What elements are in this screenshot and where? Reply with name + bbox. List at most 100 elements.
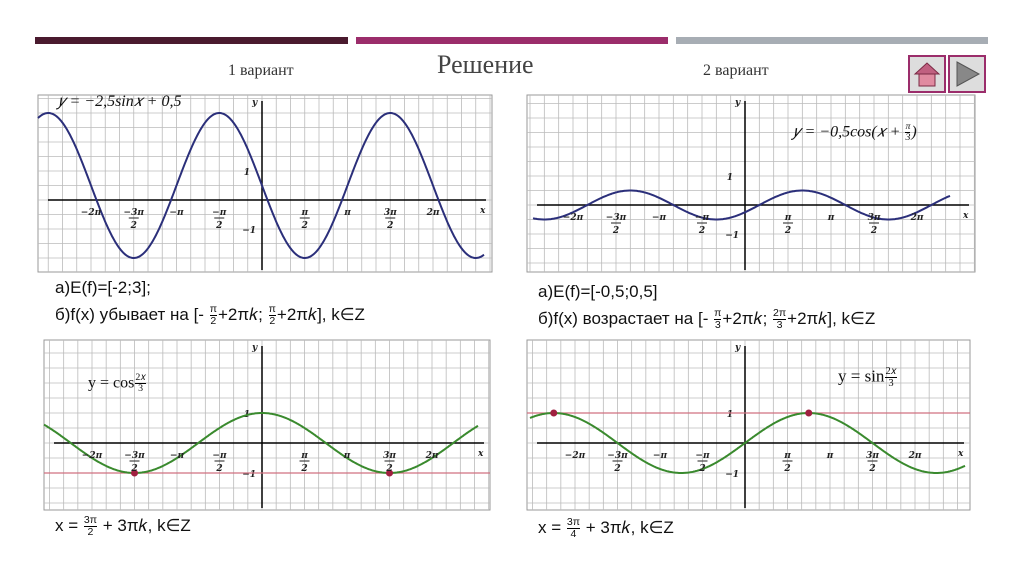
fraction: 2π 3: [773, 307, 787, 332]
numerator: 2π: [773, 307, 787, 321]
denominator: 3: [888, 378, 894, 390]
text: а)E(f)=[-0,5;0,5]: [538, 282, 658, 301]
numerator: π: [268, 303, 276, 317]
x-tick-label: −π: [695, 451, 710, 461]
formula: y = cos 2𝑥 3: [88, 372, 147, 395]
fraction: 3π 2: [83, 514, 97, 539]
answer: б)f(x) возрастает на [- π 3 +2π𝑘; 2π 3 +2π𝑘]…: [538, 307, 876, 332]
denominator: 2: [210, 315, 217, 328]
x-tick-label: 2: [612, 226, 619, 236]
x-tick-label: π: [783, 451, 791, 461]
text: x =: [55, 516, 83, 536]
x-tick-label: π: [827, 213, 835, 223]
text: ): [911, 123, 917, 141]
y-tick-label: 1: [727, 410, 733, 420]
bar: [35, 37, 348, 44]
x-tick-label: 2π: [425, 451, 439, 461]
x-tick-label: 3π: [383, 451, 396, 461]
x-tick-label: −3π: [124, 208, 145, 218]
numerator: 3π: [83, 514, 97, 528]
intersection-point: [805, 409, 813, 417]
x-tick-label: 2: [215, 221, 222, 231]
text: y = cos: [88, 374, 135, 392]
next-button[interactable]: [948, 55, 986, 93]
axis-label: x: [957, 449, 964, 459]
numerator: π: [905, 121, 911, 134]
x-tick-label: 2π: [426, 208, 440, 218]
fraction: 2𝑥 3: [885, 366, 897, 390]
x-tick-label: 2π: [908, 451, 922, 461]
home-button[interactable]: [908, 55, 946, 93]
bar: [676, 37, 988, 44]
x-tick-label: π: [826, 451, 834, 461]
next-icon: [956, 61, 981, 87]
x-tick-label: 2: [130, 221, 137, 231]
answer: а)E(f)=[-2;3];: [55, 278, 151, 298]
curve: [43, 412, 479, 474]
y-tick-label: 1: [727, 173, 733, 183]
x-tick-label: 2: [130, 464, 137, 474]
variant: 1 вариант: [228, 62, 294, 79]
numerator: π: [714, 307, 722, 321]
x-tick-label: 2: [613, 464, 620, 474]
denominator: 3: [905, 132, 911, 144]
x-tick-label: −3π: [606, 213, 627, 223]
denominator: 3: [776, 319, 783, 332]
numerator: 2𝑥: [885, 366, 897, 379]
x-tick-label: π: [343, 208, 351, 218]
text: 𝑦 = −2,5sin𝑥 + 0,5: [58, 93, 182, 110]
x-tick-label: −2π: [563, 213, 584, 223]
bar: [356, 37, 668, 44]
denominator: 3: [138, 383, 144, 395]
y-tick-label: −1: [242, 226, 256, 236]
x-tick-label: 2: [385, 464, 392, 474]
x-tick-label: 3π: [384, 208, 397, 218]
x-tick-label: 2: [784, 226, 791, 236]
graph-frame: [37, 94, 493, 273]
answer: x = 3π 4 + 3π𝑘, k∈Z: [538, 516, 674, 541]
x-tick-label: −π: [653, 451, 668, 461]
x-tick-label: −2π: [565, 451, 586, 461]
text: 𝑦 = −0,5cos(𝑥 +: [793, 123, 905, 141]
text: +2π𝑘;: [217, 305, 268, 325]
x-tick-label: 3π: [866, 451, 879, 461]
denominator: 2: [269, 315, 276, 328]
x-tick-label: −π: [652, 213, 667, 223]
variant: 2 вариант: [703, 62, 769, 79]
text: б)f(x) убывает на [-: [55, 305, 209, 325]
text: + 3π𝑘, k∈Z: [581, 518, 674, 538]
text: а)E(f)=[-2;3];: [55, 278, 151, 297]
axis-label: x: [962, 211, 969, 221]
text: x =: [538, 518, 566, 538]
curve: [529, 412, 966, 474]
numerator: π: [209, 303, 217, 317]
text: + 3π𝑘, k∈Z: [98, 516, 191, 536]
numerator: 2𝑥: [135, 372, 146, 385]
x-tick-label: −2π: [82, 451, 103, 461]
denominator: 4: [570, 528, 577, 541]
answer: x = 3π 2 + 3π𝑘, k∈Z: [55, 514, 191, 539]
text: +2π𝑘], k∈Z: [276, 305, 365, 325]
curve: [37, 112, 485, 259]
x-tick-label: 2: [215, 464, 222, 474]
x-tick-label: 2: [386, 221, 393, 231]
x-tick-label: 2: [698, 464, 705, 474]
axis-label: x: [479, 206, 486, 216]
denominator: 2: [87, 526, 94, 539]
y-tick-label: 1: [244, 168, 250, 178]
denominator: 3: [714, 319, 721, 332]
answer: а)E(f)=[-0,5;0,5]: [538, 282, 658, 302]
home-icon: [913, 62, 941, 87]
x-tick-label: 3π: [868, 213, 881, 223]
text: y = sin: [838, 366, 885, 386]
answer: б)f(x) убывает на [- π 2 +2π𝑘; π 2 +2π𝑘], k∈…: [55, 303, 365, 328]
text: +2π𝑘], k∈Z: [787, 309, 876, 329]
x-tick-label: π: [300, 208, 308, 218]
graph-frame: [526, 339, 971, 511]
axis-label: y: [251, 343, 258, 353]
x-tick-label: 2: [300, 464, 307, 474]
graph-frame: [43, 339, 491, 511]
x-tick-label: 2: [868, 464, 875, 474]
x-tick-label: π: [343, 451, 351, 461]
x-tick-label: −π: [212, 208, 227, 218]
